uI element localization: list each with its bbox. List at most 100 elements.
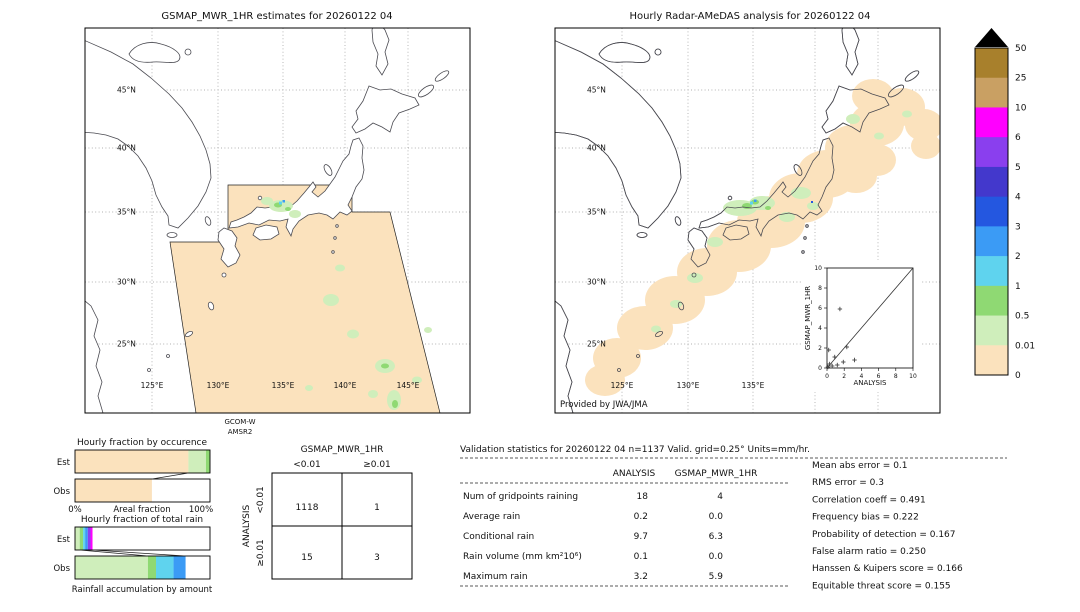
latitude-tick-label: 25°N [117,340,136,349]
validation-value-analysis: 0.2 [634,512,648,522]
rain-patch [335,264,345,272]
colorbar: 50 25 10 6 5 4 3 2 1 0.5 0.01 0 [974,28,1035,381]
bar-segment-0.5-1 [79,527,84,550]
obs-row-label: Obs [53,564,70,574]
validation-title: Validation statistics for 20260122 04 n=… [460,445,810,455]
validation-row-label: Num of gridpoints raining [463,492,578,502]
bar-segment-6-10 [90,527,93,550]
inset-y-tick-label: 4 [818,325,822,332]
total-rain-bars [74,526,211,580]
colorbar-tick-label: 2 [1015,252,1021,262]
rain-patch [347,329,359,339]
rain-patch [707,237,723,247]
colorbar-segment [975,166,1008,198]
colorbar-segments [975,48,1008,376]
summary-stat: Frequency bias = 0.222 [812,513,919,523]
bar-segment-none [151,479,210,502]
bar-segment-0.5-1 [205,450,210,473]
summary-stat: Equitable threat score = 0.155 [812,581,951,591]
bar-segment-0.01-0.5 [75,527,80,550]
inset-x-tick-label: 10 [909,373,917,380]
right-map-title: Hourly Radar-AMeDAS analysis for 2026012… [629,11,870,22]
contingency-table: GSMAP_MWR_1HR <0.01 ≥0.01 1118 1 15 3 AN… [242,445,413,580]
left-map-title: GSMAP_MWR_1HR estimates for 20260122 04 [161,11,392,22]
colorbar-tick-label: 3 [1015,222,1021,232]
validation-value-analysis: 3.2 [634,572,648,582]
bar-segment-none [185,556,210,579]
satellite-swath [169,184,441,413]
occurrence-chart-title: Hourly fraction by occurence [77,438,207,448]
rain-patch [392,400,398,408]
colorbar-segment [975,77,1008,108]
inset-plot-area [826,267,914,369]
inset-x-tick-label: 0 [825,373,829,380]
inset-y-tick-label: 6 [818,305,822,312]
rain-patch [279,201,282,205]
inset-x-tick-label: 2 [842,373,846,380]
rain-area [593,338,641,378]
rain-patch [687,273,703,283]
inset-y-tick-label: 0 [818,365,822,372]
est-row-label: Est [57,535,71,545]
validation-value-analysis: 18 [637,492,649,502]
rain-patch [651,325,661,333]
rain-patch [305,385,313,391]
colorbar-segment [975,256,1008,287]
colorbar-segment [975,345,1008,376]
colorbar-tick-label: 6 [1015,133,1021,143]
inset-xlabel: ANALYSIS [853,379,887,387]
validation-row-label: Conditional rain [463,532,534,542]
rain-patch [282,200,285,203]
bar-outline [74,526,211,551]
colorbar-segment [975,285,1008,316]
inset-x-tick-label: 8 [894,373,898,380]
latitude-tick-label: 45°N [117,86,136,95]
colorbar-tick-label: 1 [1015,282,1021,292]
bar-connector [79,549,148,557]
radar-rain-area-light [585,79,940,396]
left-map-tick-labels: 45°N 40°N 35°N 30°N 25°N 125°E 130°E 135°E 140°E… [117,86,420,391]
rain-patch [791,187,811,199]
colorbar-overflow-triangle [975,28,1008,47]
rain-patch [807,202,819,210]
inset-y-tick-label: 10 [814,265,822,272]
colorbar-tick-label: 4 [1015,193,1021,203]
validation-row-label: Maximum rain [463,572,528,582]
longitude-tick-label: 125°E [611,381,634,390]
bar-segment-0.01-0.5 [188,450,206,473]
summary-stat: Hanssen & Kuipers score = 0.166 [812,564,963,574]
summary-stat: RMS error = 0.3 [812,478,884,488]
inset-x-tick-label: 6 [877,373,881,380]
rain-patch [285,207,291,211]
rain-area [905,109,940,141]
inset-y-tick-label: 2 [818,345,822,352]
colorbar-segment [975,226,1008,257]
validation-value-gsmap: 4 [717,492,723,502]
identity-line [826,267,914,369]
latitude-tick-label: 40°N [117,144,136,153]
rain-patch [289,210,301,218]
validation-summary-stats: Mean abs error = 0.1 RMS error = 0.3 Corre… [812,461,963,591]
contingency-col-header-ge: ≥0.01 [363,460,391,470]
bar-segment-2-3 [173,556,186,579]
colorbar-tick-label: 0.01 [1015,341,1035,351]
rain-patch [874,132,884,140]
bar-outline [74,449,211,474]
colorbar-tick-label: 10 [1015,104,1027,114]
latitude-tick-label: 30°N [587,278,606,287]
bar-outline [74,478,211,503]
bar-connector [92,549,186,557]
bar-outline [74,555,211,580]
colorbar-tick-label: 50 [1015,44,1027,54]
inset-y-tick-label: 8 [818,285,822,292]
rain-patch [765,206,771,210]
contingency-row-header-ge: ≥0.01 [256,539,266,567]
validation-col-analysis: ANALYSIS [613,469,656,479]
credit-text: Provided by JWA/JMA [560,400,648,410]
validation-value-analysis: 9.7 [634,532,648,542]
sensor-name: AMSR2 [228,428,253,436]
colorbar-tick-label: 0 [1015,371,1021,381]
rain-patch [670,300,682,308]
bar-segment-none [92,527,210,550]
